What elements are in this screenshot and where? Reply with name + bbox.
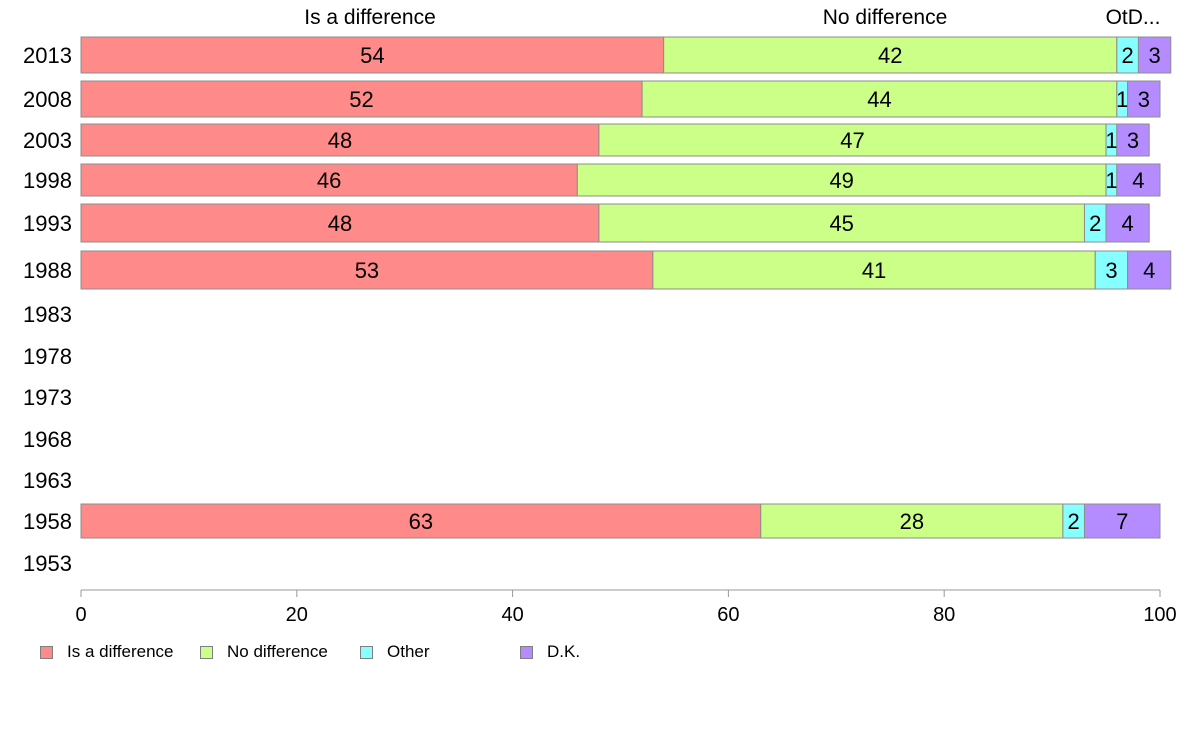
bar-value-label: 3 xyxy=(1105,258,1117,283)
legend-swatch-dk xyxy=(520,645,533,659)
bar-segment xyxy=(1105,203,1150,243)
y-tick-label: 2013 xyxy=(23,43,72,68)
legend-swatch-other xyxy=(360,645,373,659)
bar-value-label: 1 xyxy=(1105,128,1117,153)
bar-value-label: 44 xyxy=(867,87,891,112)
bar-segment xyxy=(1083,503,1161,539)
bar-value-label: 46 xyxy=(317,168,341,193)
legend-item-is-a-difference: Is a difference xyxy=(40,642,173,662)
bar-segment xyxy=(80,123,600,157)
bar-value-label: 1 xyxy=(1105,168,1117,193)
bar-value-label: 3 xyxy=(1127,128,1139,153)
legend-label: Is a difference xyxy=(67,642,174,661)
y-tick-label: 1993 xyxy=(23,211,72,236)
bar-segment xyxy=(1094,250,1129,290)
legend-swatch-is-a-difference xyxy=(40,645,53,659)
x-tick-label: 0 xyxy=(75,604,86,626)
y-tick-label: 1968 xyxy=(23,427,72,452)
bar-segment xyxy=(663,36,1118,74)
x-tick-label: 100 xyxy=(1143,604,1176,626)
legend-label: Other xyxy=(387,642,430,661)
y-tick-label: 1953 xyxy=(23,551,72,576)
bar-value-label: 2 xyxy=(1089,211,1101,236)
y-tick-label: 1963 xyxy=(23,468,72,493)
bar-segment xyxy=(598,123,1107,157)
y-tick-label: 2003 xyxy=(23,128,72,153)
bar-segment xyxy=(1127,250,1172,290)
bar-value-label: 54 xyxy=(360,43,384,68)
y-tick-label: 1958 xyxy=(23,509,72,534)
y-tick-label: 1978 xyxy=(23,344,72,369)
bar-value-label: 49 xyxy=(829,168,853,193)
bar-value-label: 3 xyxy=(1138,87,1150,112)
bar-segment xyxy=(1137,36,1172,74)
x-tick-label: 80 xyxy=(933,604,955,626)
bar-value-label: 3 xyxy=(1148,43,1160,68)
y-tick-label: 1998 xyxy=(23,168,72,193)
bar-value-label: 4 xyxy=(1143,258,1155,283)
x-tick-label: 20 xyxy=(286,604,308,626)
bar-value-label: 45 xyxy=(829,211,853,236)
bar-value-label: 28 xyxy=(900,509,924,534)
bar-value-label: 53 xyxy=(355,258,379,283)
bar-segment xyxy=(1116,163,1161,197)
bar-segment xyxy=(1116,123,1150,157)
legend-item-dk: D.K. xyxy=(520,642,580,662)
legend-swatch-no-difference xyxy=(200,645,213,659)
legend-item-other: Other xyxy=(360,642,430,662)
bar-value-label: 63 xyxy=(409,509,433,534)
bar-value-label: 2 xyxy=(1068,509,1080,534)
bar-segment xyxy=(641,80,1118,118)
bar-segment xyxy=(80,203,600,243)
x-tick-label: 60 xyxy=(717,604,739,626)
column-header-is-a-difference: Is a difference xyxy=(304,6,436,29)
bar-segment xyxy=(652,250,1096,290)
bar-value-label: 7 xyxy=(1116,509,1128,534)
bar-segment xyxy=(760,503,1064,539)
legend-label: D.K. xyxy=(547,642,581,661)
x-tick-label: 40 xyxy=(501,604,523,626)
bar-value-label: 52 xyxy=(349,87,373,112)
legend-label: No difference xyxy=(227,642,328,661)
bar-segment xyxy=(1127,80,1161,118)
bar-value-label: 47 xyxy=(840,128,864,153)
y-tick-label: 1988 xyxy=(23,258,72,283)
column-header-other-dk: OtD... xyxy=(1105,6,1161,29)
y-tick-label: 2008 xyxy=(23,87,72,112)
bar-value-label: 42 xyxy=(878,43,902,68)
y-tick-label: 1973 xyxy=(23,385,72,410)
bar-segment xyxy=(598,203,1085,243)
bar-segment xyxy=(80,250,654,290)
bar-value-label: 2 xyxy=(1122,43,1134,68)
bar-segment xyxy=(80,36,665,74)
bar-segment xyxy=(80,80,643,118)
bar-value-label: 41 xyxy=(862,258,886,283)
bar-value-label: 48 xyxy=(328,128,352,153)
column-header-no-difference: No difference xyxy=(822,6,948,29)
bar-segment xyxy=(576,163,1107,197)
y-tick-label: 1983 xyxy=(23,302,72,327)
bar-segment xyxy=(80,503,762,539)
bar-value-label: 1 xyxy=(1116,87,1128,112)
bar-value-label: 48 xyxy=(328,211,352,236)
legend-item-no-difference: No difference xyxy=(200,642,328,662)
bar-value-label: 4 xyxy=(1132,168,1144,193)
bar-segment xyxy=(80,163,578,197)
bar-value-label: 4 xyxy=(1122,211,1134,236)
